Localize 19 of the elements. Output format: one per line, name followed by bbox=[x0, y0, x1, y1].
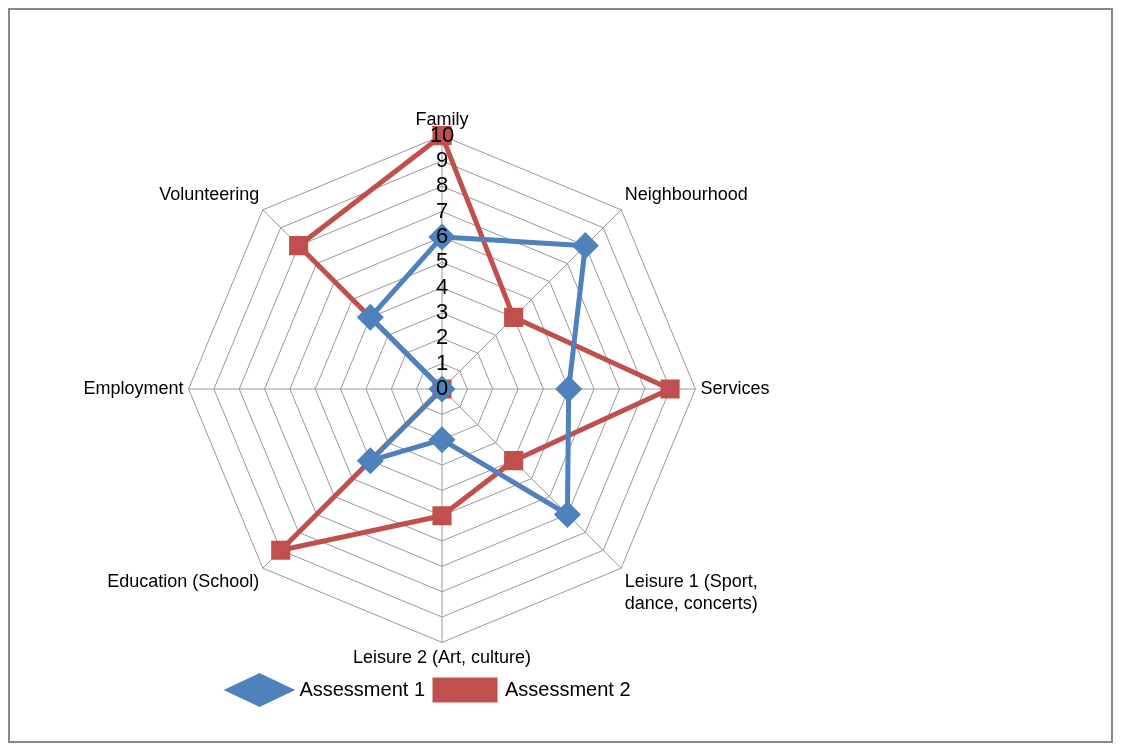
y-tick-label: 9 bbox=[435, 147, 449, 172]
spoke-label: Employment bbox=[83, 377, 184, 398]
y-tick-label: 5 bbox=[435, 248, 449, 274]
spoke-label: Leisure 2 (Art, culture) bbox=[352, 647, 532, 668]
y-tick-label: 8 bbox=[435, 172, 449, 198]
y-tick-label: 2 bbox=[435, 324, 449, 350]
y-tick-label: 7 bbox=[435, 197, 449, 223]
y-tick-label: 4 bbox=[435, 273, 449, 299]
spoke-label: Volunteering bbox=[159, 184, 260, 205]
spoke-label: Leisure 1 (Sport, dance, concerts) bbox=[624, 571, 758, 614]
y-tick-label: 6 bbox=[435, 223, 449, 249]
spoke-label: Services bbox=[700, 377, 770, 398]
y-tick-label: 0 bbox=[435, 375, 449, 401]
legend-label: Assessment 2 bbox=[505, 677, 631, 700]
y-tick-label: 1 bbox=[435, 349, 449, 375]
legend-label: Assessment 1 bbox=[299, 677, 425, 700]
y-tick-label: 3 bbox=[435, 299, 449, 325]
spoke-label: Education (School) bbox=[107, 571, 260, 592]
spoke-label: Neighbourhood bbox=[624, 184, 748, 205]
